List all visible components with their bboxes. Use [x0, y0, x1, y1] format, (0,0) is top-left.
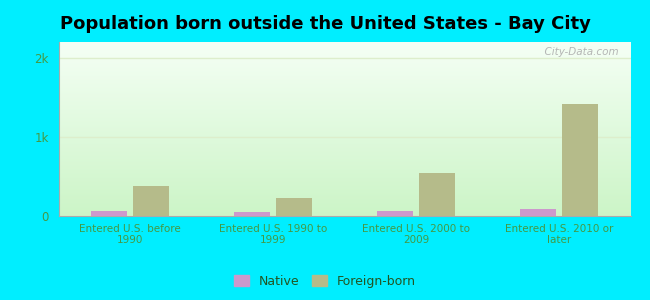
Bar — [92, 211, 127, 216]
Bar — [378, 211, 413, 216]
Bar — [133, 186, 168, 216]
Legend: Native, Foreign-born: Native, Foreign-born — [234, 275, 416, 288]
Text: City-Data.com: City-Data.com — [538, 47, 619, 57]
Bar — [521, 209, 556, 216]
Bar — [419, 172, 454, 216]
Bar — [235, 212, 270, 216]
Bar — [562, 104, 597, 216]
Text: Population born outside the United States - Bay City: Population born outside the United State… — [60, 15, 590, 33]
Bar — [276, 198, 311, 216]
